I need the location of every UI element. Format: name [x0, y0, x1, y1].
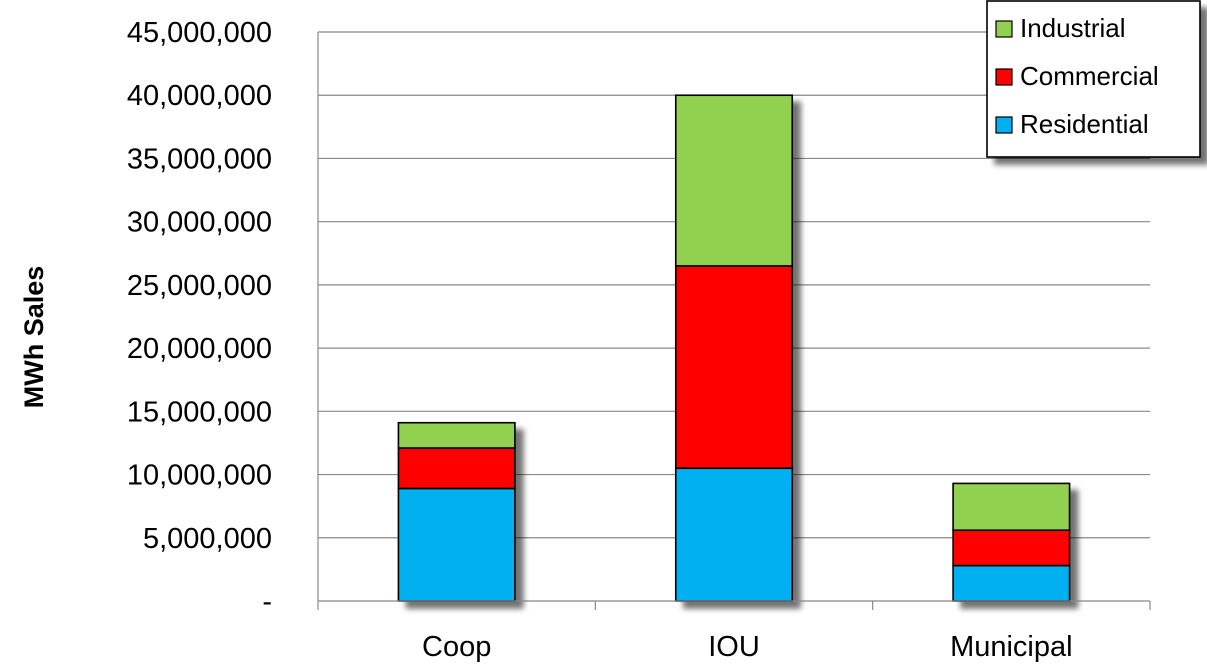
bar-industrial-iou [674, 94, 794, 267]
bar-residential-municipal [952, 564, 1071, 602]
bar-commercial-municipal [952, 529, 1071, 567]
legend-swatch [995, 68, 1013, 86]
legend-box [986, 0, 1201, 158]
bar-commercial-coop [397, 447, 516, 490]
y-tick-label: 5,000,000 [143, 523, 272, 555]
y-tick-label: 35,000,000 [127, 143, 272, 175]
bar-residential-iou [674, 467, 794, 602]
legend-swatch [995, 116, 1013, 134]
bar-stack-municipal [952, 482, 1071, 602]
x-tick-label: Coop [422, 631, 491, 663]
y-tick-label: - [262, 586, 272, 618]
y-tick-label: 15,000,000 [127, 396, 272, 428]
y-axis-label: MWh Sales [19, 266, 49, 409]
x-tick-label: IOU [708, 631, 760, 663]
x-tick-label: Municipal [950, 631, 1073, 663]
y-tick-label: 10,000,000 [127, 460, 272, 492]
y-tick-label: 25,000,000 [127, 270, 272, 302]
legend-label: Industrial [1020, 13, 1126, 43]
y-tick-label: 40,000,000 [127, 80, 272, 112]
legend: Industrial Commercial Residential [986, 0, 1201, 158]
bars [397, 94, 1071, 602]
bar-commercial-iou [674, 265, 794, 470]
bar-industrial-municipal [952, 482, 1071, 531]
legend-label: Commercial [1020, 61, 1159, 91]
bar-stack-iou [674, 94, 794, 602]
bar-industrial-coop [397, 421, 516, 449]
legend-item-commercial: Commercial [995, 61, 1159, 91]
bar-residential-coop [397, 487, 516, 602]
bar-stack-coop [397, 421, 516, 602]
legend-label: Residential [1020, 109, 1149, 139]
y-tick-label: 45,000,000 [127, 17, 272, 49]
legend-item-residential: Residential [995, 109, 1149, 139]
legend-item-industrial: Industrial [995, 13, 1126, 43]
legend-swatch [995, 20, 1013, 38]
y-tick-label: 30,000,000 [127, 207, 272, 239]
axes: - 5,000,000 10,000,000 15,000,000 20,000,000… [127, 17, 1151, 663]
y-tick-label: 20,000,000 [127, 333, 272, 365]
